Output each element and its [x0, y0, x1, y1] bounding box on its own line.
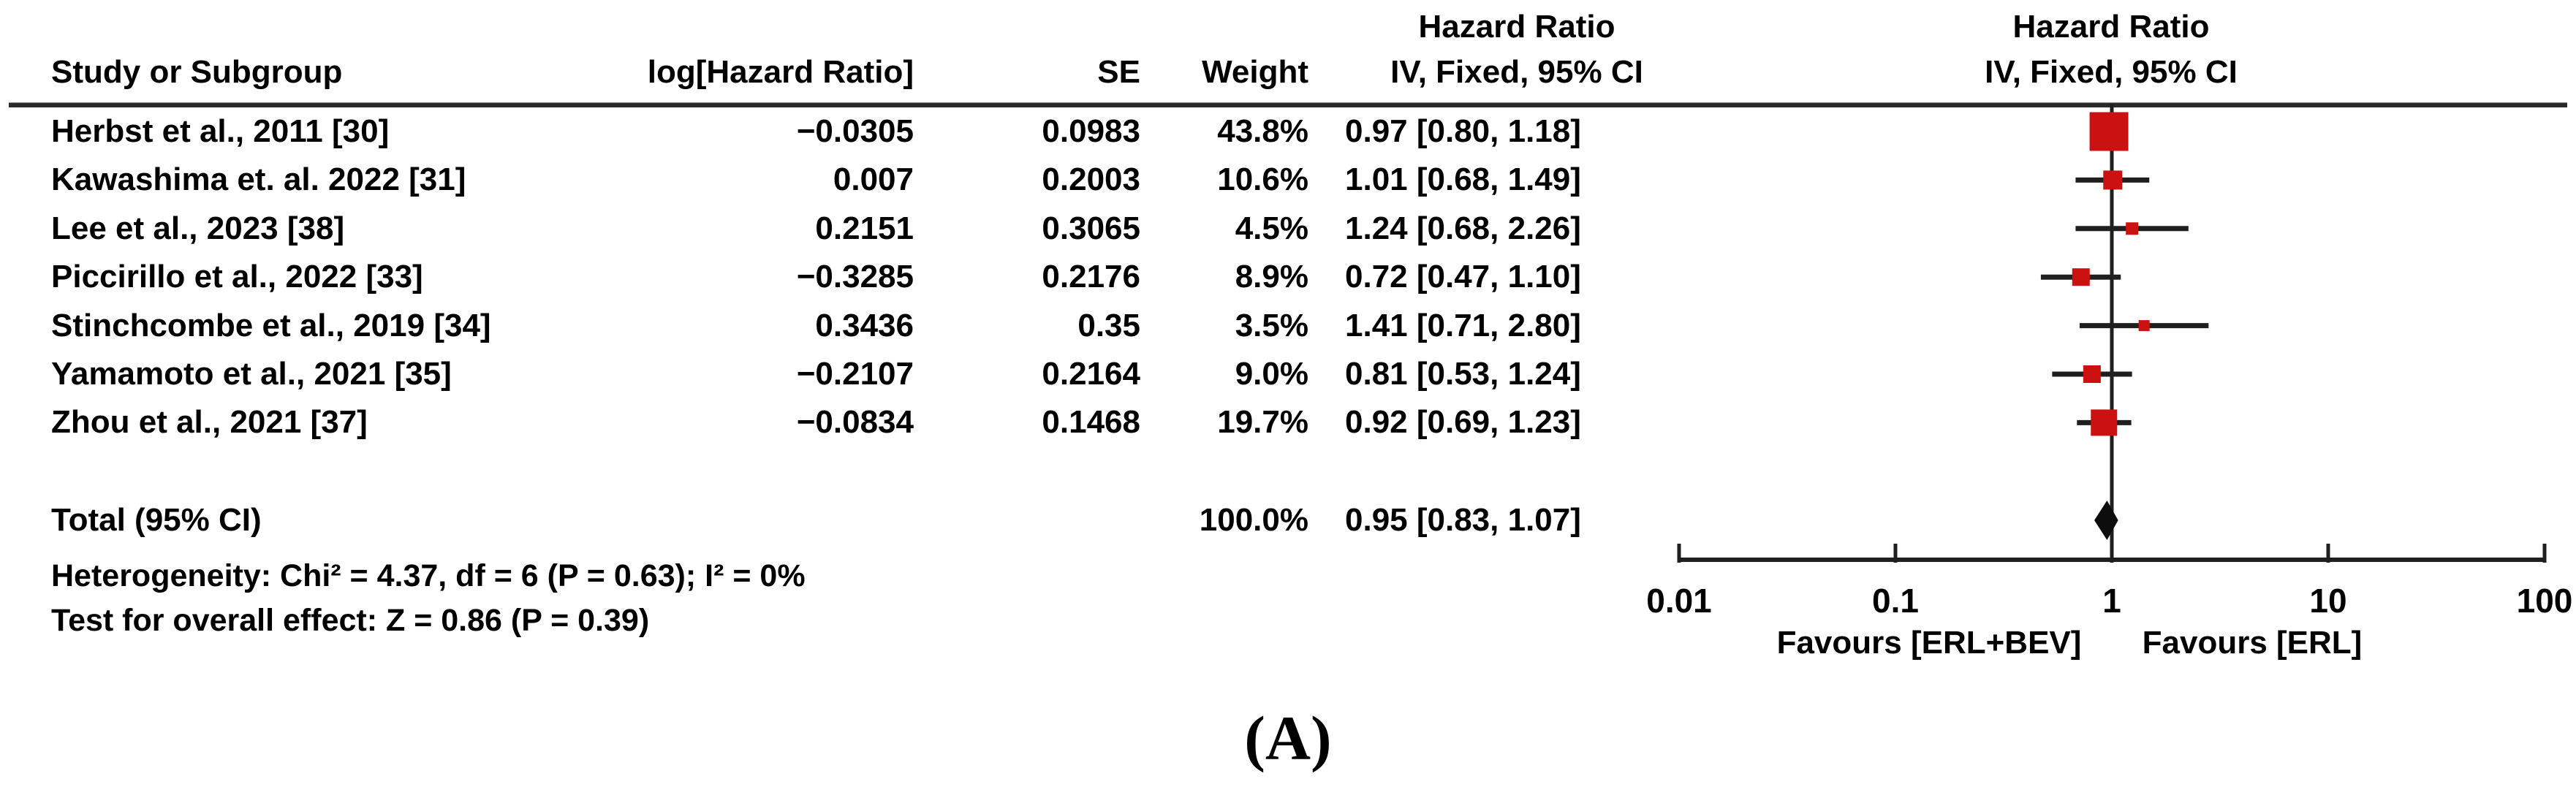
log-hr-value: 0.2151	[815, 210, 914, 246]
effect-marker	[2089, 112, 2129, 151]
favours-left-label: Favours [ERL+BEV]	[1777, 625, 2082, 661]
overall-effect-stats: Test for overall effect: Z = 0.86 (P = 0…	[51, 603, 650, 638]
se-value: 0.1468	[1042, 404, 1140, 441]
header-divider-line	[9, 102, 2567, 107]
weight-column-header: Weight	[1202, 54, 1308, 90]
weight-value: 8.9%	[1235, 259, 1308, 295]
weight-value: 43.8%	[1217, 113, 1308, 149]
heterogeneity-stats: Heterogeneity: Chi² = 4.37, df = 6 (P = …	[51, 558, 806, 593]
weight-value: 4.5%	[1235, 210, 1308, 246]
study-row: Zhou et al., 2021 [37] −0.0834 0.1468 19…	[0, 398, 1681, 446]
weight-value: 19.7%	[1217, 404, 1308, 441]
hr-ci-value: 0.97 [0.80, 1.18]	[1345, 113, 1581, 149]
hr-ci-value: 0.92 [0.69, 1.23]	[1345, 404, 1581, 441]
hazard-ratio-column-title: Hazard Ratio	[1418, 9, 1615, 45]
axis-tick-label: 1	[2102, 582, 2121, 620]
hr-ci-value: 0.72 [0.47, 1.10]	[1345, 259, 1581, 295]
effect-marker	[2072, 268, 2090, 286]
se-value: 0.0983	[1042, 113, 1140, 149]
study-label: Lee et al., 2023 [38]	[51, 210, 345, 246]
panel-caption: (A)	[1244, 703, 1332, 773]
effect-marker	[2138, 320, 2150, 332]
axis-tick-label: 100	[2517, 582, 2573, 620]
se-value: 0.2164	[1042, 356, 1140, 392]
log-hr-column-header: log[Hazard Ratio]	[647, 54, 914, 90]
study-row: Herbst et al., 2011 [30] −0.0305 0.0983 …	[0, 107, 1681, 156]
effect-marker	[2083, 365, 2101, 383]
plot-ci-column-header: IV, Fixed, 95% CI	[1985, 54, 2238, 90]
log-hr-value: −0.0305	[796, 113, 914, 149]
axis-tick-label: 10	[2309, 582, 2346, 620]
study-row: Stinchcombe et al., 2019 [34] 0.3436 0.3…	[0, 302, 1681, 350]
study-label: Herbst et al., 2011 [30]	[51, 113, 390, 149]
axis-tick-label: 0.01	[1646, 582, 1712, 620]
study-label: Kawashima et. al. 2022 [31]	[51, 161, 466, 198]
effect-marker	[2103, 170, 2123, 190]
study-row: Lee et al., 2023 [38] 0.2151 0.3065 4.5%…	[0, 205, 1681, 253]
total-hr-ci: 0.95 [0.83, 1.07]	[1345, 502, 1581, 538]
log-hr-value: −0.3285	[796, 259, 914, 295]
study-label: Piccirillo et al., 2022 [33]	[51, 259, 423, 295]
se-column-header: SE	[1097, 54, 1140, 90]
effect-marker	[2091, 409, 2118, 436]
study-row: Piccirillo et al., 2022 [33] −0.3285 0.2…	[0, 253, 1681, 301]
total-label: Total (95% CI)	[51, 502, 262, 538]
hr-ci-value: 1.41 [0.71, 2.80]	[1345, 307, 1581, 343]
effect-marker	[2126, 222, 2139, 235]
weight-value: 10.6%	[1217, 161, 1308, 198]
log-hr-value: −0.0834	[796, 404, 914, 441]
se-value: 0.3065	[1042, 210, 1140, 246]
log-hr-value: 0.007	[833, 161, 914, 198]
se-value: 0.2176	[1042, 259, 1140, 295]
se-value: 0.35	[1077, 307, 1140, 343]
favours-right-label: Favours [ERL]	[2143, 625, 2363, 661]
log-hr-value: 0.3436	[815, 307, 914, 343]
hr-ci-value: 1.01 [0.68, 1.49]	[1345, 161, 1581, 198]
study-label: Yamamoto et al., 2021 [35]	[51, 356, 452, 392]
log-hr-value: −0.2107	[796, 356, 914, 392]
total-diamond	[2094, 501, 2118, 540]
study-row: Kawashima et. al. 2022 [31] 0.007 0.2003…	[0, 156, 1681, 204]
ci-column-header: IV, Fixed, 95% CI	[1390, 54, 1643, 90]
plot-column-title: Hazard Ratio	[2012, 9, 2210, 45]
study-column-header: Study or Subgroup	[51, 54, 343, 90]
hr-ci-value: 0.81 [0.53, 1.24]	[1345, 356, 1581, 392]
weight-value: 9.0%	[1235, 356, 1308, 392]
hr-ci-value: 1.24 [0.68, 2.26]	[1345, 210, 1581, 246]
total-row: Total (95% CI) 100.0% 0.95 [0.83, 1.07]	[0, 496, 1681, 544]
total-weight: 100.0%	[1199, 502, 1308, 538]
study-label: Zhou et al., 2021 [37]	[51, 404, 368, 441]
se-value: 0.2003	[1042, 161, 1140, 198]
weight-value: 3.5%	[1235, 307, 1308, 343]
study-row: Yamamoto et al., 2021 [35] −0.2107 0.216…	[0, 350, 1681, 398]
axis-tick-label: 0.1	[1872, 582, 1919, 620]
study-label: Stinchcombe et al., 2019 [34]	[51, 307, 491, 343]
